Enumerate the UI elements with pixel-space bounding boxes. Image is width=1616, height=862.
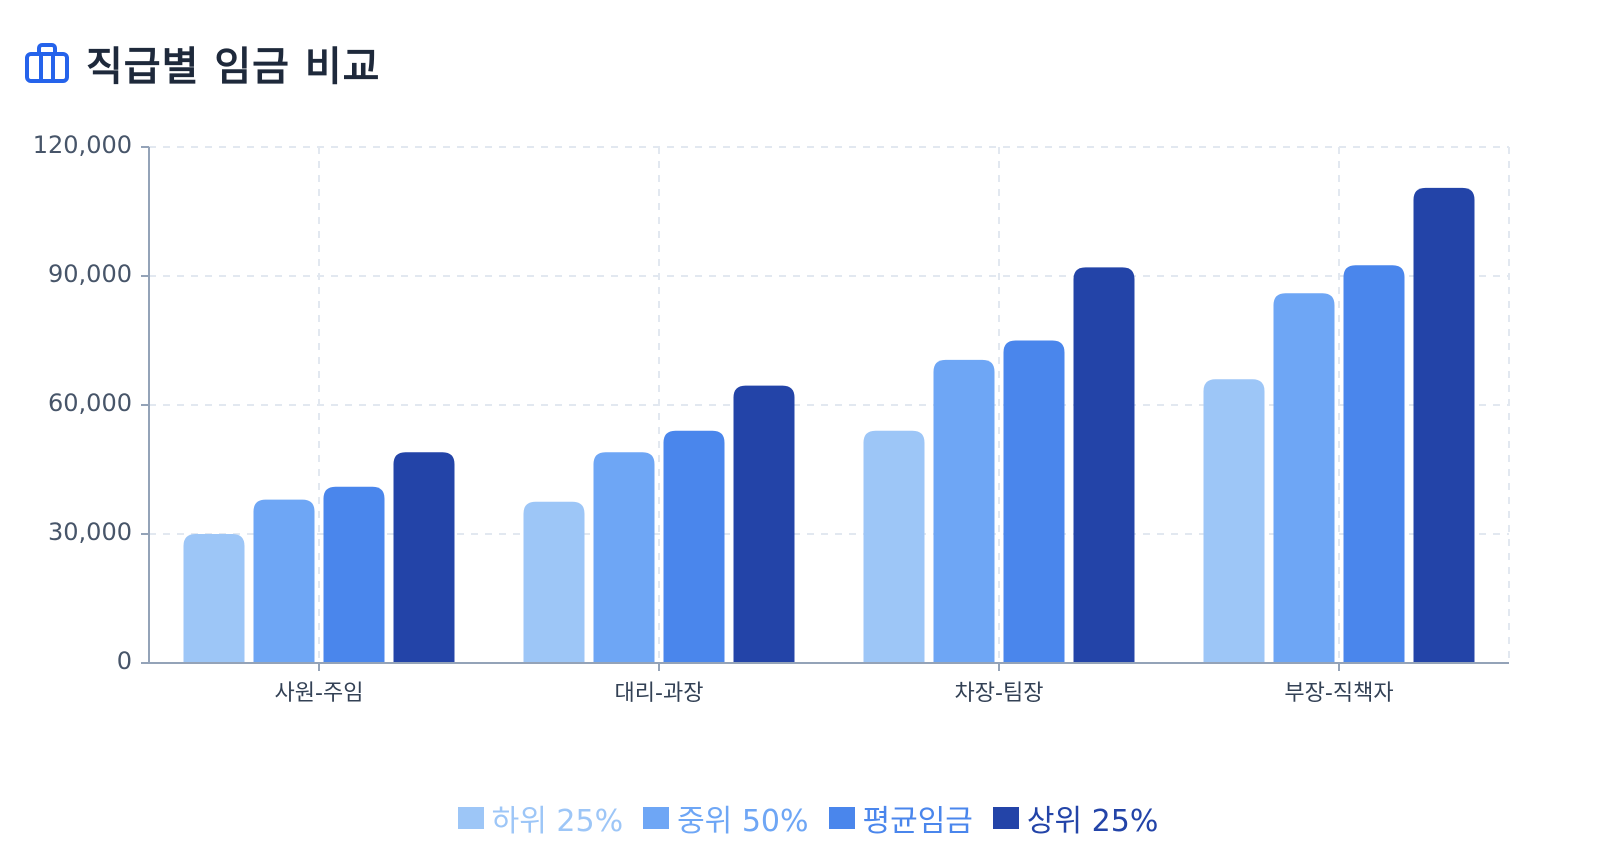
x-tick-label: 대리-과장	[614, 681, 704, 706]
chart-title: 직급별 임금 비교	[86, 44, 381, 90]
bar[interactable]	[323, 486, 385, 663]
bar[interactable]	[733, 385, 795, 663]
legend-item[interactable]: 상위 25%	[992, 796, 1159, 840]
legend-label: 하위 25%	[491, 804, 624, 839]
x-tick-label: 사원-주임	[274, 681, 364, 706]
legend-label: 중위 50%	[677, 804, 809, 839]
bar[interactable]	[663, 430, 725, 663]
bar[interactable]	[1203, 379, 1265, 663]
legend-label: 상위 25%	[1026, 804, 1159, 839]
legend-label: 평균임금	[862, 804, 973, 839]
legend-item[interactable]: 평균임금	[828, 796, 973, 840]
y-tick-label: 120,000	[32, 131, 132, 159]
bar[interactable]	[523, 501, 585, 663]
bar[interactable]	[863, 430, 925, 663]
bar[interactable]	[933, 359, 995, 663]
y-tick-label: 30,000	[48, 518, 132, 546]
x-tick-label: 차장-팀장	[954, 681, 1044, 706]
legend-item[interactable]: 하위 25%	[457, 796, 624, 840]
legend-item[interactable]: 중위 50%	[643, 796, 809, 840]
y-tick-label: 60,000	[48, 389, 132, 417]
briefcase-icon	[24, 40, 70, 86]
y-tick-label: 0	[116, 647, 132, 675]
legend-swatch-icon	[992, 807, 1019, 829]
bar[interactable]	[1273, 293, 1335, 663]
bar[interactable]	[183, 534, 245, 663]
bar[interactable]	[253, 499, 315, 663]
bar[interactable]	[593, 452, 655, 663]
legend-swatch-icon	[643, 807, 670, 829]
y-tick-label: 90,000	[48, 260, 132, 288]
legend-swatch-icon	[457, 807, 484, 829]
bar[interactable]	[1343, 265, 1405, 663]
legend-swatch-icon	[828, 807, 855, 829]
bar[interactable]	[1413, 187, 1475, 663]
chart-header: 직급별 임금 비교	[24, 34, 380, 92]
bar[interactable]	[393, 452, 455, 663]
bar[interactable]	[1073, 267, 1135, 663]
x-tick-label: 부장-직책자	[1284, 681, 1394, 706]
bar[interactable]	[1003, 340, 1065, 664]
chart-legend: 하위 25% 중위 50% 평균임금 상위 25%	[0, 796, 1616, 840]
